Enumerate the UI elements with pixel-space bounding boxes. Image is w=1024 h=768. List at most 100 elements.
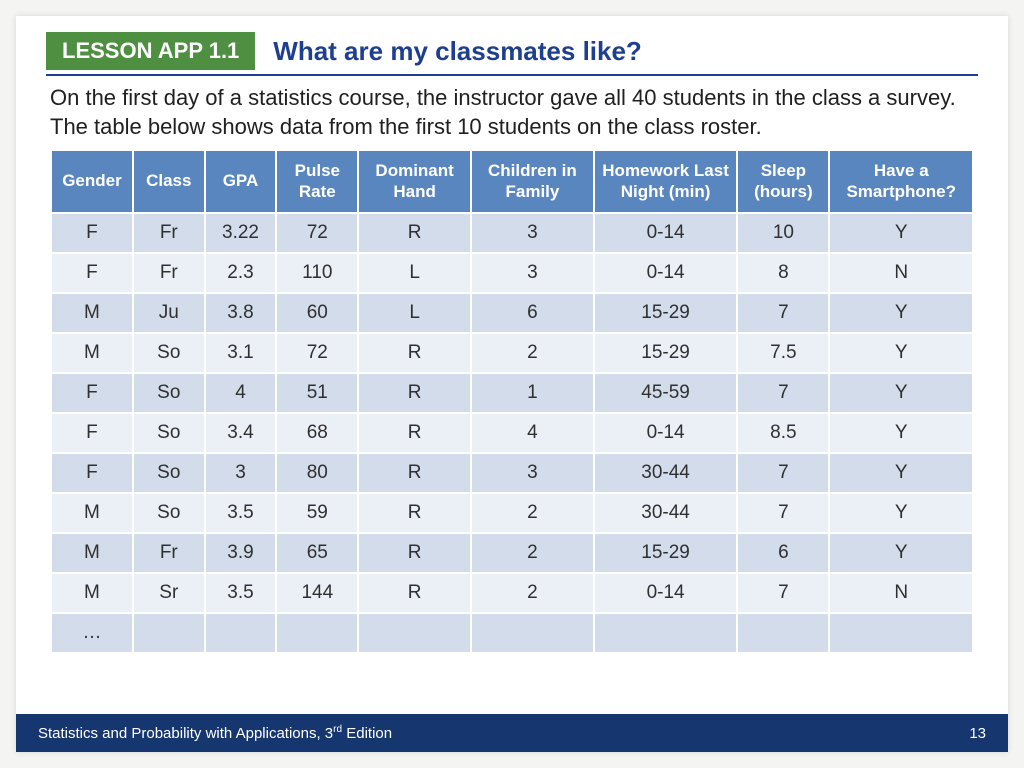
table-cell: 2 <box>471 573 594 613</box>
table-head: GenderClassGPAPulse RateDominant HandChi… <box>51 150 973 213</box>
data-table-wrap: GenderClassGPAPulse RateDominant HandChi… <box>16 149 1008 714</box>
table-cell: Sr <box>133 573 205 613</box>
table-cell: 7.5 <box>737 333 829 373</box>
table-row: FSo380R330-447Y <box>51 453 973 493</box>
table-row: MJu3.860L615-297Y <box>51 293 973 333</box>
slide-title: What are my classmates like? <box>273 36 642 67</box>
table-body: FFr3.2272R30-1410YFFr2.3110L30-148NMJu3.… <box>51 213 973 653</box>
table-cell: M <box>51 573 133 613</box>
column-header: GPA <box>205 150 277 213</box>
table-cell: 72 <box>276 213 358 253</box>
table-cell <box>133 613 205 653</box>
table-cell: 60 <box>276 293 358 333</box>
table-cell: 3.8 <box>205 293 277 333</box>
table-row: MFr3.965R215-296Y <box>51 533 973 573</box>
table-cell: So <box>133 373 205 413</box>
column-header: Gender <box>51 150 133 213</box>
table-cell: 3.4 <box>205 413 277 453</box>
data-table: GenderClassGPAPulse RateDominant HandChi… <box>50 149 974 654</box>
table-cell: 10 <box>737 213 829 253</box>
table-cell: R <box>358 213 471 253</box>
table-cell: 45-59 <box>594 373 737 413</box>
table-cell: M <box>51 293 133 333</box>
table-cell: Fr <box>133 213 205 253</box>
table-cell: 15-29 <box>594 293 737 333</box>
table-cell: R <box>358 413 471 453</box>
table-cell: F <box>51 413 133 453</box>
table-cell: … <box>51 613 133 653</box>
table-cell: R <box>358 493 471 533</box>
table-cell: Y <box>829 333 973 373</box>
table-cell: 3.1 <box>205 333 277 373</box>
table-cell: R <box>358 573 471 613</box>
table-cell: M <box>51 333 133 373</box>
table-row: FFr3.2272R30-1410Y <box>51 213 973 253</box>
table-cell: 3 <box>471 453 594 493</box>
table-cell: 0-14 <box>594 573 737 613</box>
table-cell: Y <box>829 493 973 533</box>
table-cell: 3.5 <box>205 573 277 613</box>
table-cell: F <box>51 373 133 413</box>
table-cell: 8.5 <box>737 413 829 453</box>
table-cell: Y <box>829 533 973 573</box>
table-cell: F <box>51 253 133 293</box>
table-cell: 2 <box>471 493 594 533</box>
table-cell: R <box>358 533 471 573</box>
lesson-badge: LESSON APP 1.1 <box>46 32 255 70</box>
table-cell: 65 <box>276 533 358 573</box>
table-cell <box>276 613 358 653</box>
footer-left: Statistics and Probability with Applicat… <box>38 724 392 742</box>
page-number: 13 <box>969 725 986 742</box>
table-cell: F <box>51 453 133 493</box>
table-cell: 7 <box>737 453 829 493</box>
table-cell: 6 <box>737 533 829 573</box>
table-cell: 3 <box>205 453 277 493</box>
footer-text-pre: Statistics and Probability with Applicat… <box>38 725 333 742</box>
table-cell: 4 <box>205 373 277 413</box>
footer-bar: Statistics and Probability with Applicat… <box>16 714 1008 752</box>
table-row: FSo451R145-597Y <box>51 373 973 413</box>
table-cell: 80 <box>276 453 358 493</box>
table-header-row: GenderClassGPAPulse RateDominant HandChi… <box>51 150 973 213</box>
table-row: MSo3.172R215-297.5Y <box>51 333 973 373</box>
table-cell: Y <box>829 413 973 453</box>
column-header: Class <box>133 150 205 213</box>
footer-text-post: Edition <box>342 725 392 742</box>
table-cell: R <box>358 333 471 373</box>
table-cell: Ju <box>133 293 205 333</box>
table-cell: 7 <box>737 373 829 413</box>
table-cell: 7 <box>737 573 829 613</box>
table-cell: 7 <box>737 293 829 333</box>
header: LESSON APP 1.1 What are my classmates li… <box>16 16 1008 74</box>
column-header: Have a Smartphone? <box>829 150 973 213</box>
table-cell <box>205 613 277 653</box>
table-cell: L <box>358 253 471 293</box>
column-header: Homework Last Night (min) <box>594 150 737 213</box>
table-cell: 72 <box>276 333 358 373</box>
table-row: MSr3.5144R20-147N <box>51 573 973 613</box>
table-cell: 2 <box>471 533 594 573</box>
table-cell: N <box>829 573 973 613</box>
table-row: … <box>51 613 973 653</box>
column-header: Children in Family <box>471 150 594 213</box>
table-cell: R <box>358 373 471 413</box>
table-cell: 30-44 <box>594 493 737 533</box>
table-cell <box>471 613 594 653</box>
table-cell: 110 <box>276 253 358 293</box>
table-cell: Y <box>829 373 973 413</box>
table-cell <box>358 613 471 653</box>
table-cell: Fr <box>133 253 205 293</box>
table-cell: 0-14 <box>594 253 737 293</box>
table-cell: 4 <box>471 413 594 453</box>
table-cell: 30-44 <box>594 453 737 493</box>
table-cell: 2 <box>471 333 594 373</box>
table-cell: Fr <box>133 533 205 573</box>
table-cell: 3.22 <box>205 213 277 253</box>
table-cell: L <box>358 293 471 333</box>
column-header: Dominant Hand <box>358 150 471 213</box>
table-cell: 15-29 <box>594 533 737 573</box>
table-row: MSo3.559R230-447Y <box>51 493 973 533</box>
table-cell: So <box>133 413 205 453</box>
table-cell: 8 <box>737 253 829 293</box>
table-row: FSo3.468R40-148.5Y <box>51 413 973 453</box>
